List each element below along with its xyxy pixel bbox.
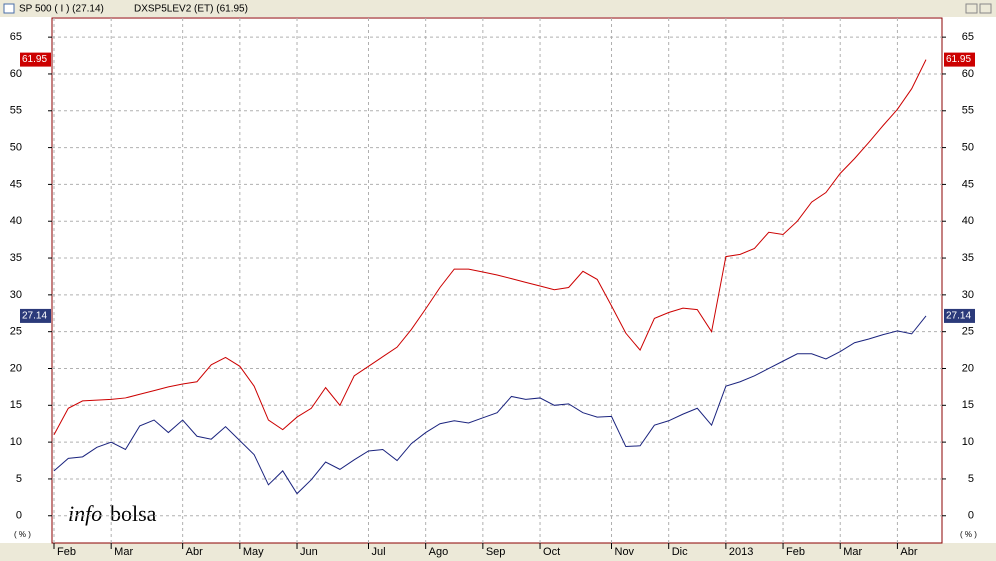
x-tick-label: Feb — [786, 546, 805, 558]
y-tick-label: 25 — [962, 326, 974, 338]
window-button[interactable] — [979, 3, 992, 14]
y-unit: ( % ) — [14, 530, 31, 539]
x-tick-label: 2013 — [729, 546, 753, 558]
y-tick-label: 40 — [10, 215, 22, 227]
series-line — [53, 315, 927, 495]
x-tick-label: Nov — [615, 546, 635, 558]
x-tick-label: Ago — [429, 546, 449, 558]
x-tick-label: Jul — [371, 546, 385, 558]
x-tick-label: Dic — [672, 546, 688, 558]
y-tick-label: 55 — [10, 105, 22, 117]
series-line — [53, 59, 927, 435]
legend-entry: DXSP5LEV2 (ET) (61.95) — [134, 4, 248, 15]
y-tick-label: 60 — [10, 68, 22, 80]
y-tick-label: 65 — [962, 31, 974, 43]
y-tick-label: 20 — [10, 362, 22, 374]
value-label-box — [20, 52, 51, 67]
value-label-box — [944, 308, 975, 323]
window-button[interactable] — [965, 3, 978, 14]
y-tick-label: 65 — [10, 31, 22, 43]
watermark: bolsa — [110, 501, 157, 526]
x-tick-label: Feb — [57, 546, 76, 558]
y-tick-label: 50 — [962, 141, 974, 153]
x-tick-label: Abr — [186, 546, 203, 558]
x-tick-label: Mar — [114, 546, 133, 558]
plot-area — [51, 17, 943, 544]
y-tick-label: 20 — [962, 362, 974, 374]
y-tick-label: 5 — [968, 473, 974, 485]
value-label: 61.95 — [22, 54, 47, 65]
x-tick-label: Abr — [900, 546, 917, 558]
y-tick-label: 25 — [10, 326, 22, 338]
header-bar — [0, 0, 996, 17]
icon — [3, 3, 15, 14]
y-tick-label: 15 — [962, 399, 974, 411]
value-label: 27.14 — [22, 311, 47, 322]
y-unit: ( % ) — [960, 530, 977, 539]
x-axis-bar — [0, 543, 996, 561]
y-tick-label: 35 — [962, 252, 974, 264]
y-tick-label: 15 — [10, 399, 22, 411]
x-tick-label: Oct — [543, 546, 560, 558]
value-label-box — [20, 308, 51, 323]
x-tick-label: May — [243, 546, 264, 558]
value-label: 61.95 — [946, 54, 971, 65]
y-tick-label: 45 — [10, 178, 22, 190]
y-tick-label: 60 — [962, 68, 974, 80]
x-tick-label: Sep — [486, 546, 506, 558]
y-tick-label: 40 — [962, 215, 974, 227]
y-tick-label: 10 — [962, 436, 974, 448]
value-label-box — [944, 52, 975, 67]
x-tick-label: Jun — [300, 546, 318, 558]
y-tick-label: 30 — [10, 289, 22, 301]
value-label: 27.14 — [946, 311, 971, 322]
y-tick-label: 35 — [10, 252, 22, 264]
y-tick-label: 10 — [10, 436, 22, 448]
legend-entry: SP 500 ( I ) (27.14) — [19, 4, 104, 15]
y-tick-label: 0 — [968, 510, 974, 522]
y-tick-label: 55 — [962, 105, 974, 117]
y-tick-label: 30 — [962, 289, 974, 301]
y-tick-label: 5 — [16, 473, 22, 485]
y-tick-label: 45 — [962, 178, 974, 190]
x-tick-label: Mar — [843, 546, 862, 558]
watermark: info — [68, 501, 102, 526]
y-tick-label: 0 — [16, 510, 22, 522]
y-tick-label: 50 — [10, 141, 22, 153]
